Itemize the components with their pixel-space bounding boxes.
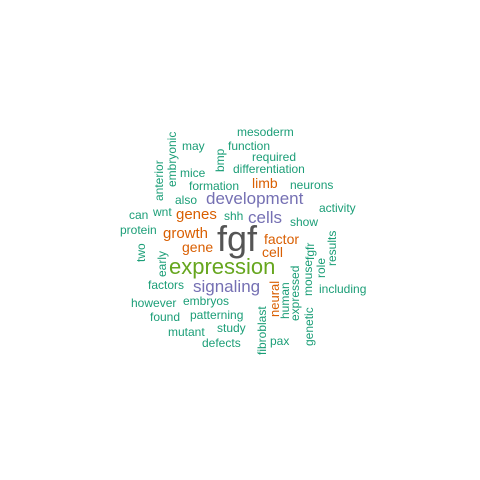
word-human: human [278,282,292,319]
word-defects: defects [202,336,241,350]
word-genes: genes [176,206,217,223]
word-embryos: embryos [183,294,230,308]
word-can: can [129,208,149,222]
word-anterior: anterior [152,160,166,201]
word-study: study [217,321,246,335]
word-formation: formation [189,179,240,193]
word-limb: limb [252,175,278,191]
word-wnt: wnt [153,205,172,219]
word-show: show [290,215,319,229]
word-differentiation: differentiation [233,162,305,176]
word-early: early [155,250,169,277]
word-cells: cells [248,208,283,227]
word-expression: expression [169,254,276,279]
word-growth: growth [163,225,209,242]
word-mesoderm: mesoderm [237,125,294,139]
word-fgf: fgf [217,218,258,259]
word-found: found [150,310,181,324]
word-mice: mice [180,166,206,180]
word-activity: activity [319,201,356,215]
word-patterning: patterning [190,308,244,322]
word-two: two [134,243,148,262]
word-including: including [319,282,367,296]
word-also: also [175,193,198,207]
word-signaling: signaling [193,277,261,296]
word-genetic: genetic [302,307,316,346]
word-embryonic: embryonic [165,131,179,187]
word-required: required [252,150,297,164]
word-factors: factors [148,278,185,292]
word-pax: pax [270,334,290,348]
word-bmp: bmp [213,148,227,172]
word-mouse: mouse [301,259,315,296]
word-factor: factor [264,231,300,247]
word-development: development [206,189,304,208]
word-mutant: mutant [168,325,205,339]
word-neurons: neurons [290,178,334,192]
word-protein: protein [120,223,157,237]
word-shh: shh [224,209,244,223]
word-may: may [182,139,205,153]
word-cell: cell [262,244,284,260]
word-fibroblast: fibroblast [255,306,269,355]
word-function: function [228,139,271,153]
word-role: role [314,257,328,278]
word-gene: gene [182,239,214,255]
word-however: however [131,296,177,310]
